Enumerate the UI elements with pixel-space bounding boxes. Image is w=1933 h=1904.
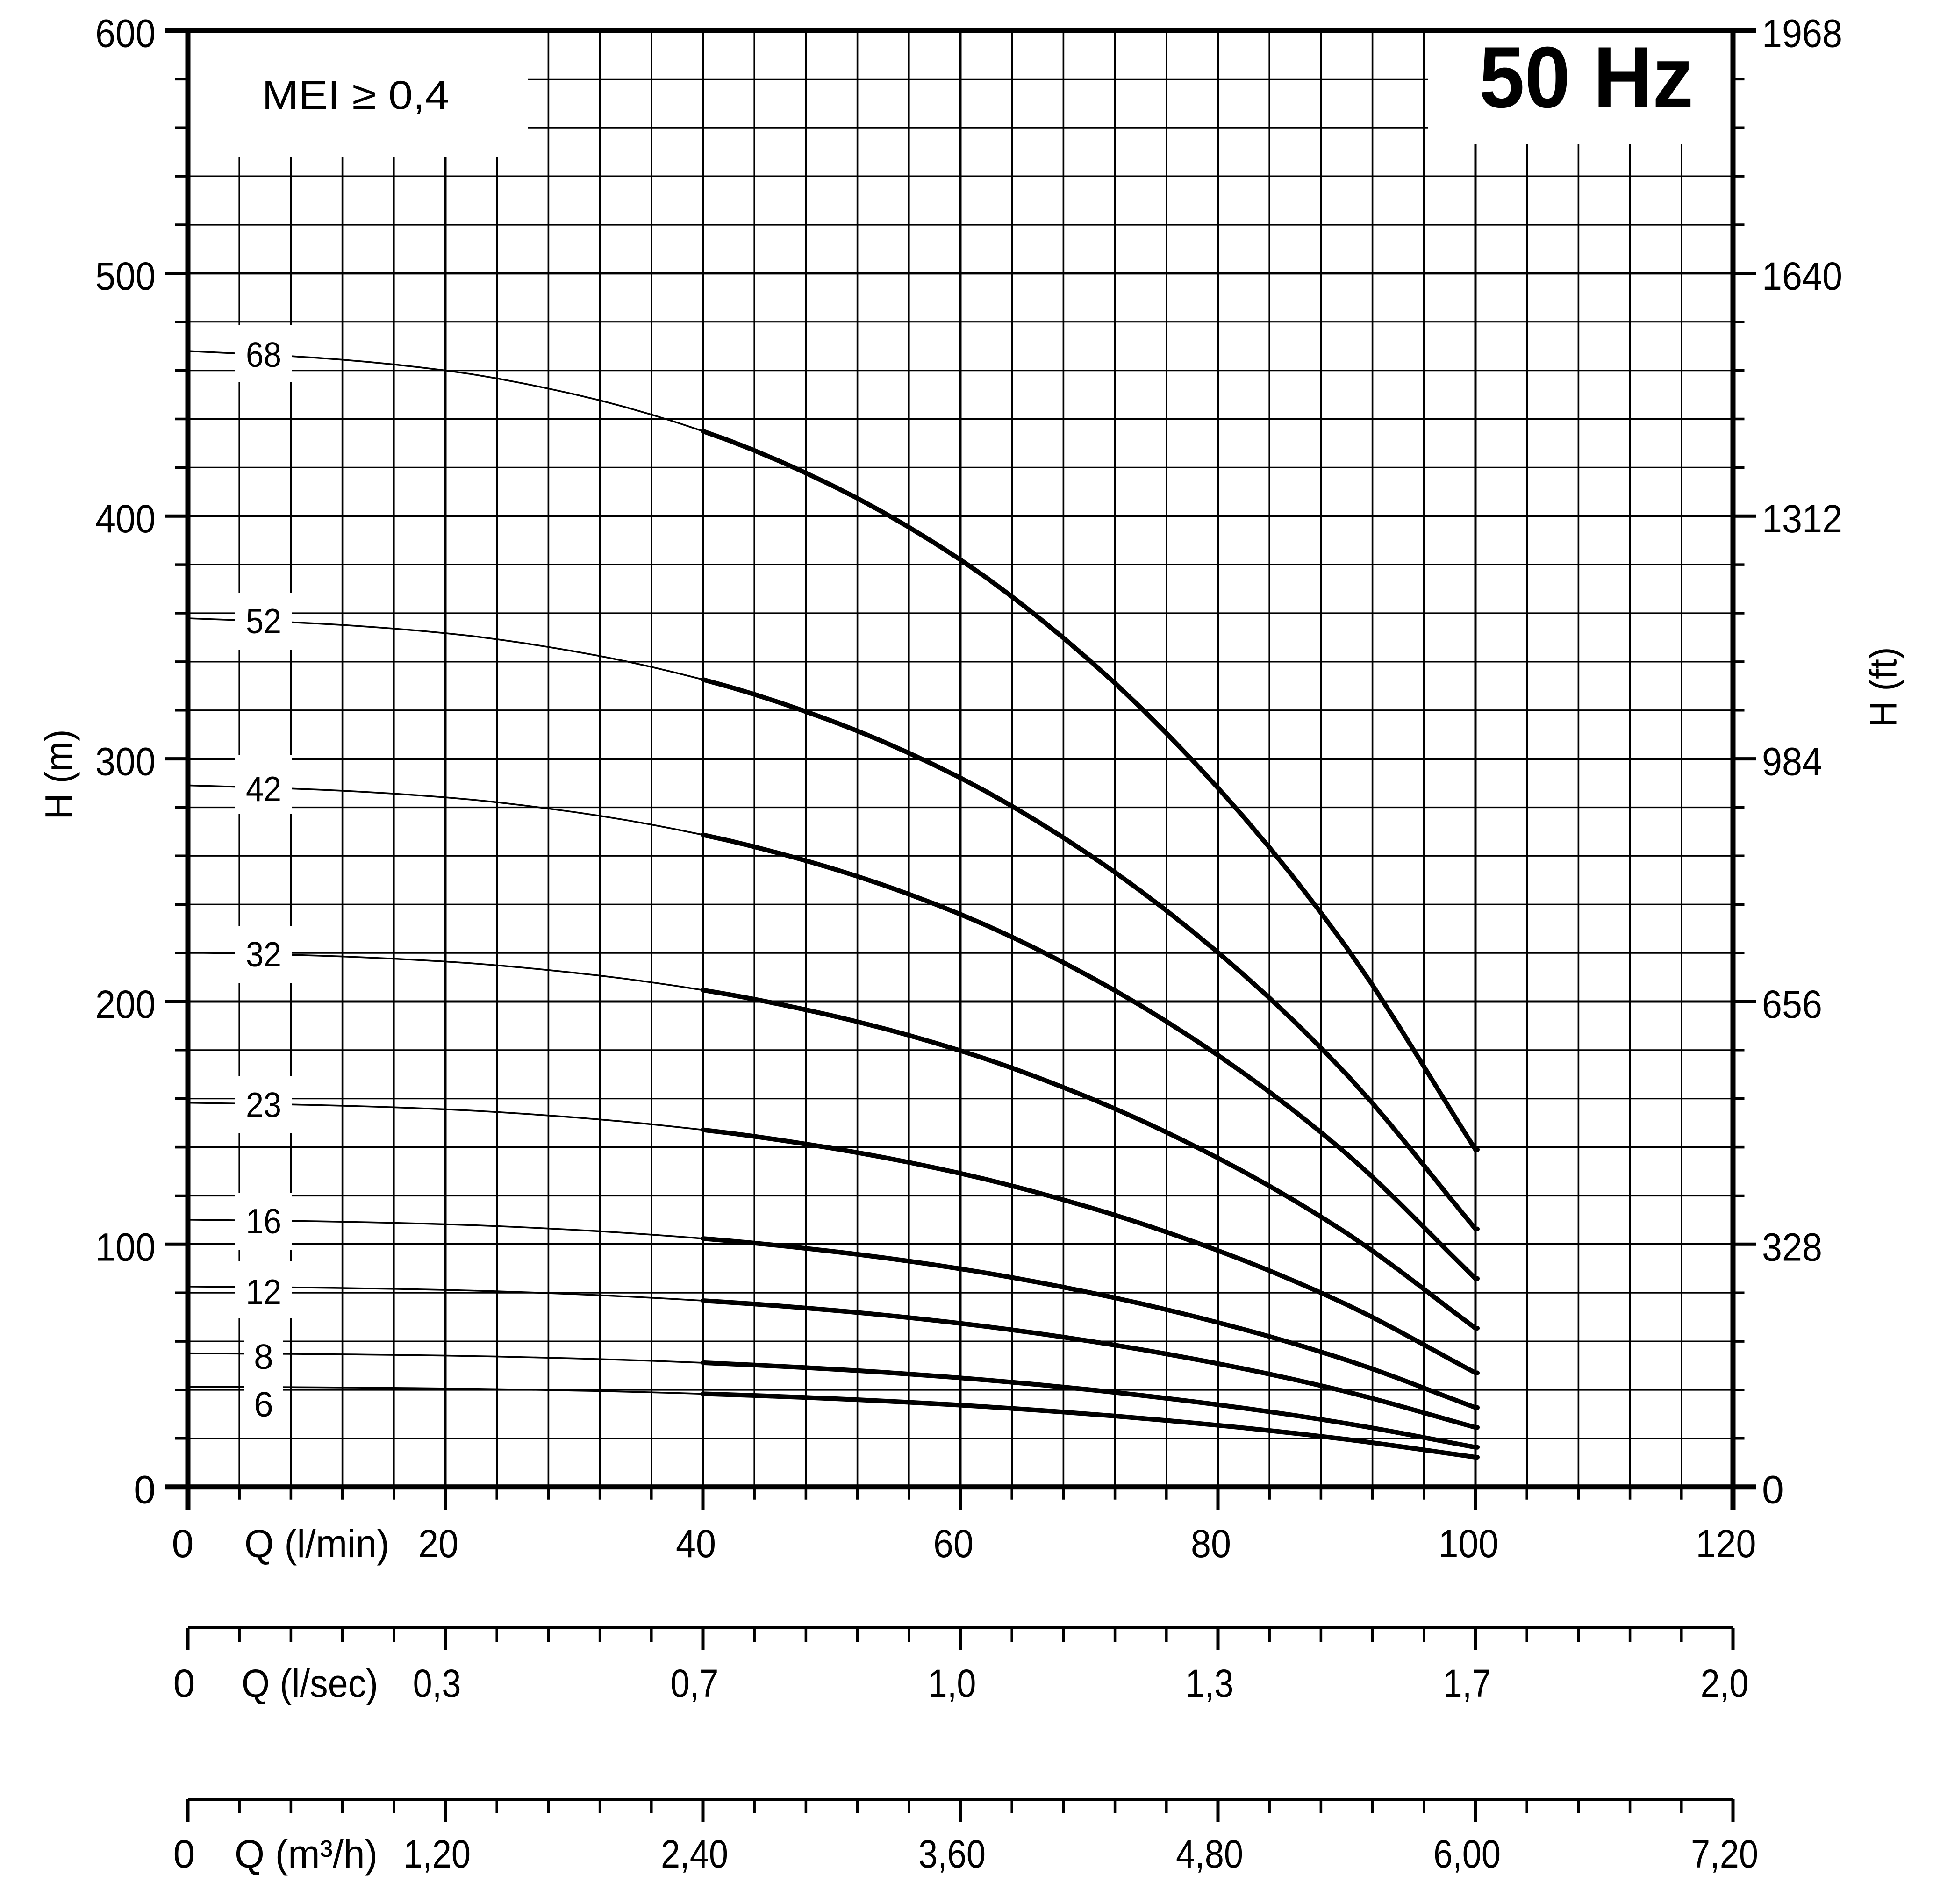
svg-text:8: 8 xyxy=(254,1337,273,1376)
svg-text:7,20: 7,20 xyxy=(1691,1832,1758,1876)
svg-text:1,7: 1,7 xyxy=(1443,1661,1491,1705)
svg-text:1,3: 1,3 xyxy=(1186,1661,1234,1705)
svg-text:42: 42 xyxy=(246,769,281,809)
svg-text:2,0: 2,0 xyxy=(1701,1661,1749,1705)
svg-text:Q (l/sec): Q (l/sec) xyxy=(242,1661,378,1705)
svg-text:23: 23 xyxy=(246,1085,281,1124)
svg-text:MEI ≥ 0,4: MEI ≥ 0,4 xyxy=(262,73,450,118)
svg-text:Q (m³/h): Q (m³/h) xyxy=(235,1832,378,1876)
svg-text:984: 984 xyxy=(1762,740,1822,784)
svg-text:40: 40 xyxy=(676,1522,716,1566)
svg-text:100: 100 xyxy=(95,1225,156,1269)
svg-text:0,7: 0,7 xyxy=(671,1661,719,1705)
svg-text:H (ft): H (ft) xyxy=(1862,647,1905,727)
svg-text:80: 80 xyxy=(1191,1522,1231,1566)
svg-text:32: 32 xyxy=(246,935,281,974)
svg-text:0: 0 xyxy=(1762,1468,1784,1512)
svg-text:500: 500 xyxy=(95,254,156,298)
svg-text:120: 120 xyxy=(1696,1522,1756,1566)
svg-text:600: 600 xyxy=(95,12,156,56)
svg-text:Q (l/min): Q (l/min) xyxy=(244,1522,389,1566)
svg-text:1,20: 1,20 xyxy=(403,1832,471,1876)
svg-text:2,40: 2,40 xyxy=(661,1832,728,1876)
svg-text:300: 300 xyxy=(95,740,156,784)
svg-text:20: 20 xyxy=(418,1522,458,1566)
svg-text:1968: 1968 xyxy=(1762,12,1842,56)
svg-text:6,00: 6,00 xyxy=(1433,1832,1501,1876)
svg-text:52: 52 xyxy=(246,601,281,641)
svg-text:200: 200 xyxy=(95,982,156,1026)
svg-text:0: 0 xyxy=(173,1832,195,1876)
svg-text:0,3: 0,3 xyxy=(413,1661,461,1705)
svg-text:1,0: 1,0 xyxy=(928,1661,976,1705)
svg-text:68: 68 xyxy=(246,335,281,374)
svg-text:60: 60 xyxy=(933,1522,974,1566)
svg-text:328: 328 xyxy=(1762,1225,1822,1269)
svg-text:12: 12 xyxy=(246,1272,281,1311)
svg-text:H (m): H (m) xyxy=(38,730,80,820)
svg-text:0: 0 xyxy=(172,1522,194,1566)
svg-text:0: 0 xyxy=(173,1661,195,1705)
svg-text:50 Hz: 50 Hz xyxy=(1479,29,1694,126)
svg-text:1640: 1640 xyxy=(1762,254,1842,298)
svg-text:1312: 1312 xyxy=(1762,497,1842,541)
svg-text:0: 0 xyxy=(134,1468,156,1512)
svg-text:16: 16 xyxy=(246,1202,281,1241)
svg-text:400: 400 xyxy=(95,497,156,541)
svg-text:6: 6 xyxy=(254,1385,273,1424)
svg-text:3,60: 3,60 xyxy=(918,1832,986,1876)
svg-text:100: 100 xyxy=(1439,1522,1499,1566)
svg-text:4,80: 4,80 xyxy=(1176,1832,1243,1876)
svg-text:656: 656 xyxy=(1762,982,1822,1026)
